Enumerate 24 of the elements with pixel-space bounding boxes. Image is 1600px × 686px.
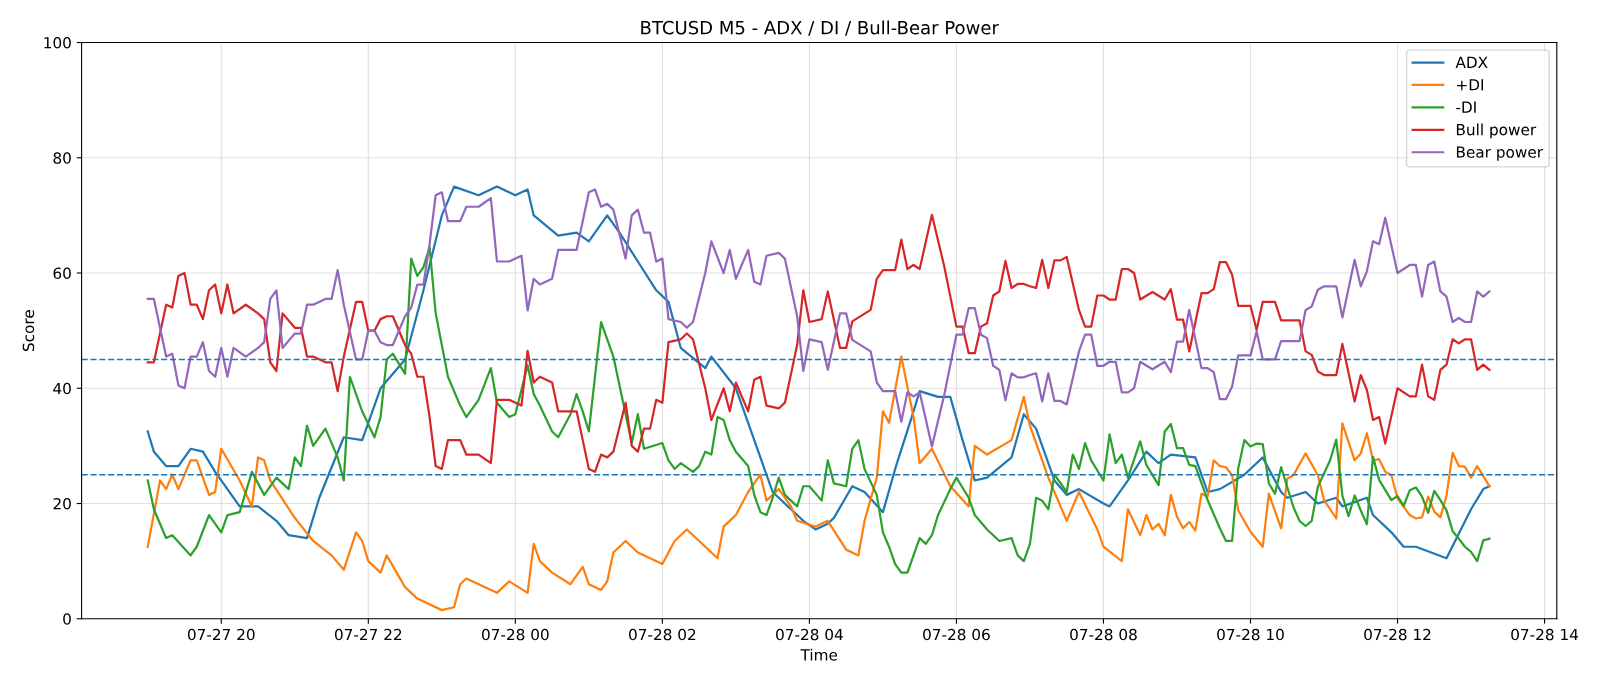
legend-label: -DI: [1456, 101, 1476, 113]
x-tick-label: 07-28 10: [1217, 628, 1284, 641]
y-tick-label: 0: [63, 613, 71, 625]
legend-label: Bull power: [1456, 123, 1537, 139]
x-tick-label: 07-28 12: [1364, 628, 1431, 641]
y-tick-label: 100: [44, 37, 71, 49]
x-axis-title: Time: [800, 648, 838, 661]
chart-title: BTCUSD M5 - ADX / DI / Bull-Bear Power: [641, 20, 999, 36]
x-tick-label: 07-28 08: [1070, 628, 1137, 641]
x-tick-label: 07-28 04: [776, 628, 843, 641]
y-tick-label: 60: [53, 267, 71, 280]
x-tick-label: 07-27 20: [187, 628, 255, 641]
legend-label: ADX: [1455, 56, 1488, 68]
x-tick-label: 07-28 00: [482, 628, 549, 641]
y-tick-label: 80: [53, 152, 71, 164]
y-tick-label: 20: [53, 497, 71, 510]
legend-label: Bear power: [1456, 146, 1544, 161]
y-tick-label: 40: [53, 382, 71, 395]
legend-label: +DI: [1457, 79, 1484, 91]
x-tick-label: 07-28 14: [1511, 628, 1579, 641]
x-tick-label: 07-28 06: [923, 628, 990, 641]
y-axis-title: Score: [22, 310, 35, 352]
x-tick-label: 07-28 02: [629, 628, 696, 641]
x-tick-label: 07-27 22: [334, 628, 402, 641]
